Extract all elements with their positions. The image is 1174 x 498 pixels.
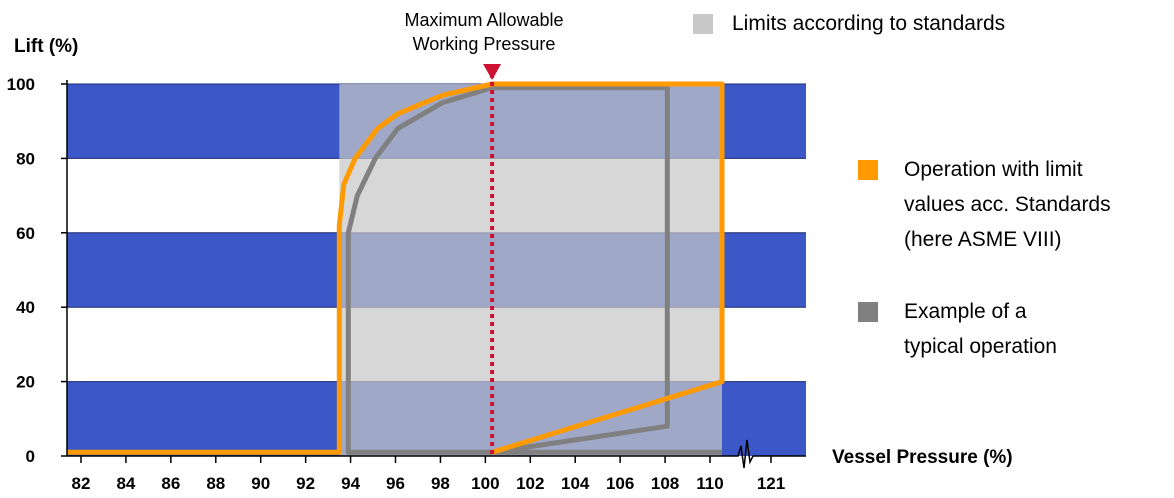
x-tick-label-108: 108 bbox=[651, 474, 679, 493]
mawp-marker bbox=[483, 64, 502, 80]
series-layer bbox=[67, 81, 725, 455]
x-tick-label-110: 110 bbox=[696, 474, 723, 493]
x-tick-label-94: 94 bbox=[341, 474, 360, 493]
mawp-label-line2: Working Pressure bbox=[413, 34, 556, 54]
legend-label-typical-2: typical operation bbox=[904, 335, 1057, 358]
y-tick-label-60: 60 bbox=[16, 224, 35, 243]
axes: 0 20 40 60 80 100 82 84 86 88 90 92 94 96 98 100 102 104 1… bbox=[7, 75, 806, 493]
x-tick-label-104: 104 bbox=[561, 474, 590, 493]
legend-label-limits: Limits according to standards bbox=[732, 12, 1005, 35]
x-tick-label-84: 84 bbox=[116, 474, 135, 493]
x-tick-label-102: 102 bbox=[516, 474, 544, 493]
y-tick-label-100: 100 bbox=[7, 75, 35, 94]
x-tick-label-86: 86 bbox=[161, 474, 180, 493]
x-tick-label-92: 92 bbox=[296, 474, 315, 493]
x-tick-label-106: 106 bbox=[606, 474, 634, 493]
series-operation-line bbox=[67, 81, 725, 455]
y-tick-label-40: 40 bbox=[16, 298, 35, 317]
series-typical-line bbox=[345, 85, 722, 455]
x-tick-label-96: 96 bbox=[386, 474, 405, 493]
y-tick-label-80: 80 bbox=[16, 149, 35, 168]
y-tick-label-20: 20 bbox=[16, 373, 35, 392]
x-tick-label-88: 88 bbox=[206, 474, 225, 493]
axis-break-symbol bbox=[732, 439, 760, 469]
y-tick-label-0: 0 bbox=[26, 447, 35, 466]
limits-region bbox=[339, 84, 722, 456]
y-axis-title: Lift (%) bbox=[14, 36, 78, 57]
legend-label-operation-1: Operation with limit bbox=[904, 158, 1083, 181]
x-tick-label-121: 121 bbox=[757, 474, 785, 493]
legend-label-operation-3: (here ASME VIII) bbox=[904, 228, 1062, 251]
x-tick-label-82: 82 bbox=[72, 474, 91, 493]
x-tick-label-98: 98 bbox=[431, 474, 450, 493]
x-axis-title: Vessel Pressure (%) bbox=[832, 447, 1013, 468]
mawp-label-line1: Maximum Allowable bbox=[404, 10, 563, 30]
legend-swatch-limits bbox=[693, 14, 713, 34]
legend-swatch-operation bbox=[858, 160, 878, 180]
legend-label-typical-1: Example of a bbox=[904, 300, 1027, 323]
legend-label-operation-2: values acc. Standards bbox=[904, 193, 1111, 216]
x-tick-label-90: 90 bbox=[251, 474, 270, 493]
legend-swatch-typical bbox=[858, 302, 878, 322]
x-tick-label-100: 100 bbox=[471, 474, 499, 493]
